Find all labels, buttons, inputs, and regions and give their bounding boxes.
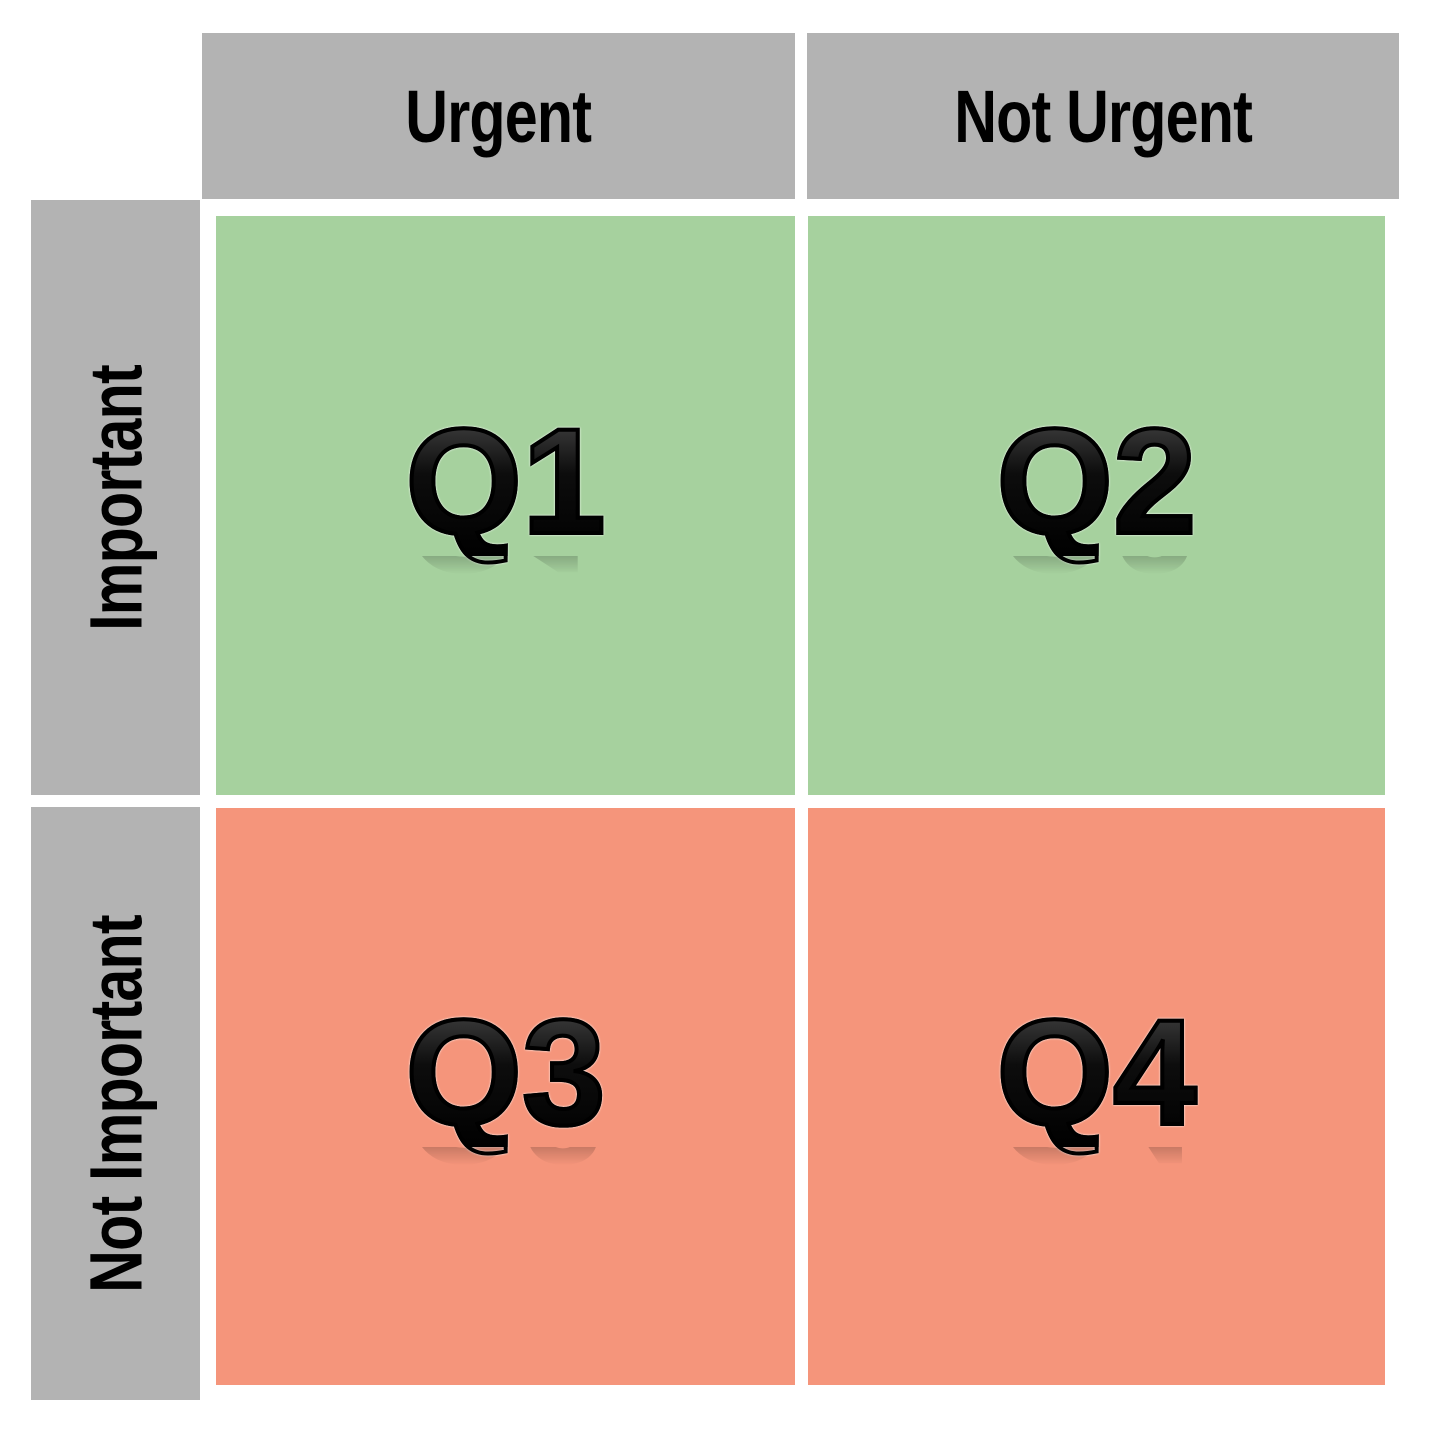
row-header-not-important: Not Important: [31, 807, 200, 1400]
quadrant-q4: Q4 Q4: [808, 808, 1385, 1385]
row-header-not-important-label: Not Important: [74, 914, 157, 1293]
quadrant-q2: Q2 Q2: [808, 216, 1385, 795]
quadrant-q3-label: Q3: [403, 987, 607, 1156]
quadrant-q1: Q1 Q1: [216, 216, 795, 795]
quadrant-q3: Q3 Q3: [216, 808, 795, 1385]
column-header-not-urgent: Not Urgent: [807, 33, 1399, 199]
quadrant-q1-label: Q1: [403, 396, 607, 565]
quadrant-q4-label: Q4: [994, 987, 1198, 1156]
column-header-not-urgent-label: Not Urgent: [954, 74, 1253, 158]
quadrant-q2-label: Q2: [994, 396, 1198, 565]
row-header-important: Important: [31, 200, 200, 795]
column-header-urgent-label: Urgent: [405, 74, 593, 158]
column-header-urgent: Urgent: [202, 33, 795, 199]
row-header-important-label: Important: [74, 364, 157, 631]
